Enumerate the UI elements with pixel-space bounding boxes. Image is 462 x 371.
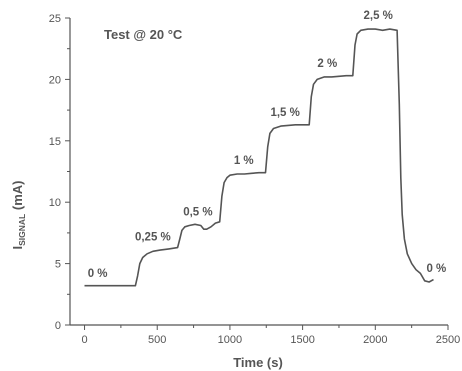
y-tick-label: 20 <box>49 74 61 86</box>
y-tick-label: 0 <box>55 320 61 332</box>
axes <box>69 18 448 326</box>
y-axis-title: ISIGNAL (mA) <box>10 181 27 250</box>
y-ticks: 0 5 10 15 20 25 <box>49 13 70 332</box>
concentration-label: 1,5 % <box>270 107 299 119</box>
concentration-label: 0 % <box>426 263 446 275</box>
concentration-label: 0,25 % <box>135 231 171 243</box>
concentration-label: 0,5 % <box>183 207 212 219</box>
annotations: 0 % 0,25 % 0,5 % 1 % 1,5 % 2 % 2,5 % 0 % <box>88 10 447 280</box>
concentration-label: 2,5 % <box>364 10 393 22</box>
x-tick-label: 2500 <box>436 334 460 346</box>
x-tick-label: 2000 <box>363 334 387 346</box>
chart-title: Test @ 20 °C <box>104 27 183 42</box>
series <box>84 28 434 287</box>
x-tick-label: 1000 <box>218 334 242 346</box>
y-tick-label: 25 <box>49 13 61 25</box>
y-tick-label: 10 <box>49 197 61 209</box>
signal-line <box>84 28 434 287</box>
x-axis-title: Time (s) <box>233 355 283 370</box>
x-tick-label: 500 <box>148 334 166 346</box>
y-tick-label: 5 <box>55 259 61 271</box>
y-axis-title-main: I <box>10 246 25 250</box>
concentration-label: 1 % <box>234 155 254 167</box>
x-ticks: 0 500 1000 1500 2000 2500 <box>81 325 460 346</box>
y-tick-label: 15 <box>49 136 61 148</box>
y-axis-title-unit: (mA) <box>10 181 25 214</box>
concentration-label: 0 % <box>88 268 108 280</box>
x-tick-label: 0 <box>81 334 87 346</box>
x-tick-label: 1500 <box>290 334 314 346</box>
y-axis-title-sub: SIGNAL <box>17 214 27 246</box>
concentration-label: 2 % <box>317 58 337 70</box>
